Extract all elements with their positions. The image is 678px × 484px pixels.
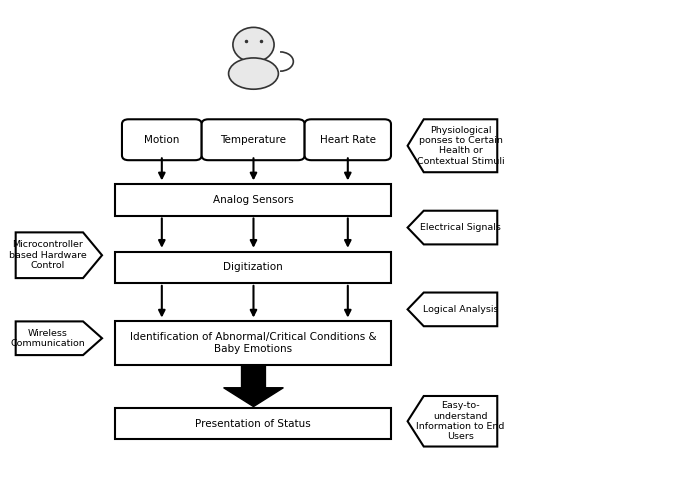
Text: Identification of Abnormal/Critical Conditions &
Baby Emotions: Identification of Abnormal/Critical Cond… [130, 332, 376, 354]
Text: Electrical Signals: Electrical Signals [420, 223, 501, 232]
Ellipse shape [228, 58, 279, 89]
Polygon shape [16, 232, 102, 278]
Text: Motion: Motion [144, 135, 180, 145]
Bar [115, 408, 391, 439]
Polygon shape [407, 396, 497, 447]
Text: Physiological
ponses to Certain
Health or
Contextual Stimuli: Physiological ponses to Certain Health o… [417, 126, 504, 166]
Polygon shape [407, 211, 497, 244]
Bar [115, 184, 391, 215]
Polygon shape [407, 119, 497, 172]
FancyBboxPatch shape [201, 119, 304, 160]
FancyBboxPatch shape [122, 119, 201, 160]
Polygon shape [16, 321, 102, 355]
Text: Digitization: Digitization [223, 262, 283, 272]
Text: Heart Rate: Heart Rate [320, 135, 376, 145]
Polygon shape [224, 365, 283, 407]
Text: Logical Analysis: Logical Analysis [423, 305, 498, 314]
Bar [115, 321, 391, 365]
Text: Presentation of Status: Presentation of Status [195, 419, 311, 429]
Bar [115, 252, 391, 283]
Polygon shape [407, 292, 497, 326]
Text: Microcontroller
based Hardware
Control: Microcontroller based Hardware Control [9, 241, 87, 270]
FancyBboxPatch shape [304, 119, 391, 160]
Text: Wireless
Communication: Wireless Communication [10, 329, 85, 348]
Text: Analog Sensors: Analog Sensors [213, 195, 294, 205]
Text: Easy-to-
understand
Information to End
Users: Easy-to- understand Information to End U… [416, 401, 504, 441]
Text: Temperature: Temperature [220, 135, 286, 145]
Ellipse shape [233, 28, 274, 62]
